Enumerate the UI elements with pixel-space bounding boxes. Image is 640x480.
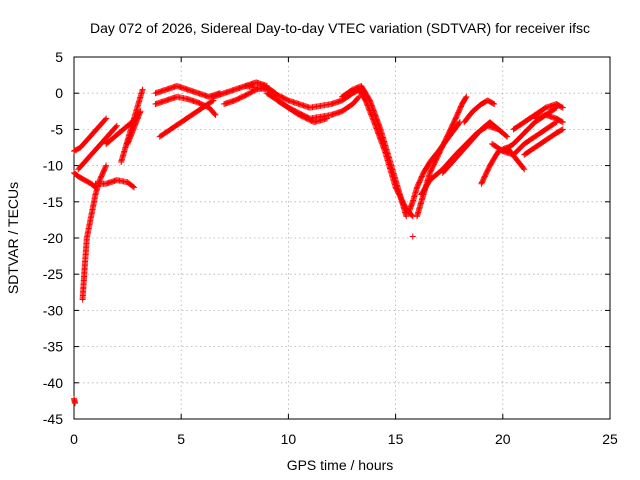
data-point bbox=[356, 93, 363, 100]
data-point bbox=[301, 114, 308, 121]
data-point bbox=[211, 110, 218, 117]
series-arc-17 bbox=[339, 82, 410, 220]
x-axis-label: GPS time / hours bbox=[287, 457, 394, 473]
series-arc-10 bbox=[152, 93, 219, 118]
data-point bbox=[558, 127, 565, 134]
data-point bbox=[296, 111, 303, 118]
data-point bbox=[503, 132, 510, 139]
data-point bbox=[112, 123, 119, 130]
series-arc-30 bbox=[71, 395, 79, 407]
data-point bbox=[323, 115, 330, 122]
data-point bbox=[103, 115, 110, 122]
x-tick-label: 20 bbox=[495, 431, 511, 447]
x-tick-label: 5 bbox=[177, 431, 185, 447]
series-arc-3 bbox=[75, 122, 120, 173]
data-point bbox=[403, 213, 410, 220]
x-tick-label: 0 bbox=[70, 431, 78, 447]
y-tick-label: -30 bbox=[43, 302, 63, 318]
data-point bbox=[129, 183, 136, 190]
data-point bbox=[72, 400, 79, 407]
data-point bbox=[113, 122, 120, 129]
data-point bbox=[298, 113, 305, 120]
series-arc-19 bbox=[409, 233, 416, 240]
y-tick-label: -40 bbox=[43, 375, 63, 391]
data-point bbox=[559, 104, 566, 111]
data-points bbox=[71, 79, 566, 407]
series-arc-20 bbox=[414, 93, 470, 220]
data-point bbox=[299, 113, 306, 120]
series-arc-2 bbox=[71, 115, 110, 155]
series-arc-29 bbox=[531, 111, 566, 126]
x-tick-label: 10 bbox=[281, 431, 297, 447]
series-arc-27 bbox=[510, 101, 566, 133]
data-point bbox=[307, 117, 314, 124]
y-axis-label: SDTVAR / TECUs bbox=[5, 182, 21, 294]
data-point bbox=[303, 115, 310, 122]
y-tick-label: -20 bbox=[43, 230, 63, 246]
data-point bbox=[302, 114, 309, 121]
y-tick-label: -15 bbox=[43, 194, 63, 210]
series-arc-16 bbox=[274, 97, 330, 126]
data-point bbox=[559, 126, 566, 133]
data-point bbox=[137, 108, 144, 115]
series-arc-23 bbox=[461, 97, 498, 126]
data-point bbox=[409, 233, 416, 240]
data-point bbox=[408, 212, 415, 219]
series-arc-11 bbox=[156, 97, 217, 140]
data-point bbox=[306, 116, 313, 123]
chart-title: Day 072 of 2026, Sidereal Day-to-day VTE… bbox=[90, 20, 590, 36]
data-point bbox=[355, 94, 362, 101]
series-arc-18 bbox=[405, 119, 463, 216]
series-arc-25 bbox=[489, 119, 560, 158]
series-arc-1 bbox=[71, 169, 99, 191]
data-point bbox=[212, 111, 219, 118]
series-arc-8 bbox=[124, 108, 144, 147]
series-arc-26 bbox=[499, 104, 560, 155]
data-point bbox=[490, 100, 497, 107]
data-point bbox=[209, 98, 216, 105]
y-tick-label: -35 bbox=[43, 339, 63, 355]
data-point bbox=[463, 93, 470, 100]
data-point bbox=[297, 112, 304, 119]
x-tick-label: 15 bbox=[388, 431, 404, 447]
x-tick-label: 25 bbox=[602, 431, 618, 447]
y-tick-label: 0 bbox=[55, 85, 63, 101]
series-arc-5 bbox=[92, 177, 138, 191]
data-point bbox=[139, 86, 146, 93]
data-point bbox=[521, 166, 528, 173]
data-point bbox=[520, 165, 527, 172]
tick-labels: 0 5 10 15 20 25 5 0 -5 -10 -15 -20 -25 -30 -35 -40 -45 bbox=[43, 49, 618, 447]
data-point bbox=[491, 101, 498, 108]
series-arc-22 bbox=[439, 119, 511, 176]
data-point bbox=[103, 162, 110, 169]
data-point bbox=[102, 116, 109, 123]
data-point bbox=[102, 163, 109, 170]
y-tick-label: -5 bbox=[51, 121, 64, 137]
data-point bbox=[558, 104, 565, 111]
data-point bbox=[304, 116, 311, 123]
data-point bbox=[462, 94, 469, 101]
y-tick-label: -45 bbox=[43, 411, 63, 427]
y-tick-label: -10 bbox=[43, 158, 63, 174]
data-point bbox=[558, 118, 565, 125]
axis-ticks bbox=[73, 56, 611, 420]
data-point bbox=[131, 184, 138, 191]
y-tick-label: -25 bbox=[43, 266, 63, 282]
data-point bbox=[559, 119, 566, 126]
data-point bbox=[504, 133, 511, 140]
data-point bbox=[308, 117, 315, 124]
series-arc-28 bbox=[521, 126, 566, 158]
data-point bbox=[456, 120, 463, 127]
y-tick-label: 5 bbox=[55, 49, 63, 65]
